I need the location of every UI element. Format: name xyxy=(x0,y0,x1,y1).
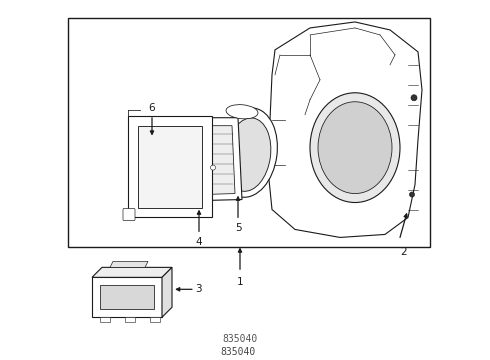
Bar xyxy=(150,317,160,322)
Ellipse shape xyxy=(211,165,216,170)
Bar xyxy=(100,317,110,322)
Text: 1: 1 xyxy=(237,277,244,287)
Text: 4: 4 xyxy=(196,238,202,247)
Text: 3: 3 xyxy=(195,284,201,294)
FancyBboxPatch shape xyxy=(123,208,135,220)
Ellipse shape xyxy=(226,105,258,119)
Polygon shape xyxy=(168,126,235,195)
Polygon shape xyxy=(92,267,172,277)
Polygon shape xyxy=(160,118,242,202)
Polygon shape xyxy=(110,261,148,267)
Ellipse shape xyxy=(410,192,415,197)
Ellipse shape xyxy=(219,108,277,197)
Text: 835040: 835040 xyxy=(222,334,258,344)
Ellipse shape xyxy=(318,102,392,194)
Polygon shape xyxy=(92,277,162,317)
Bar xyxy=(125,317,135,322)
Polygon shape xyxy=(268,22,422,238)
Ellipse shape xyxy=(411,95,417,101)
Text: 835040: 835040 xyxy=(220,347,255,357)
Text: 6: 6 xyxy=(148,103,155,113)
Text: 5: 5 xyxy=(235,224,241,234)
Bar xyxy=(68,18,430,247)
Ellipse shape xyxy=(310,93,400,203)
Polygon shape xyxy=(128,116,212,217)
Polygon shape xyxy=(162,267,172,317)
Ellipse shape xyxy=(225,118,271,191)
Text: 2: 2 xyxy=(401,247,407,257)
Polygon shape xyxy=(100,285,154,309)
Polygon shape xyxy=(138,126,202,207)
